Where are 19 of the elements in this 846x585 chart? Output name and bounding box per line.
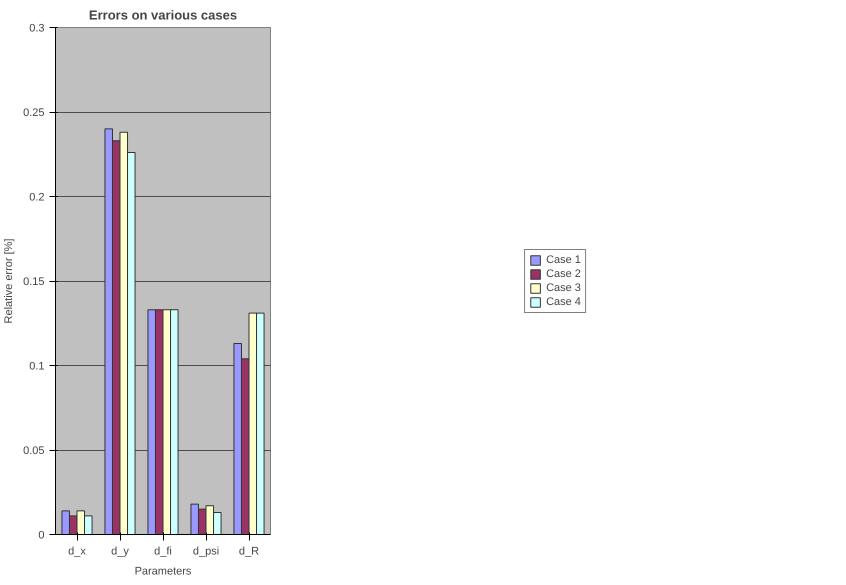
y-tick-label: 0.15 [23, 276, 45, 288]
y-tick-label: 0.2 [29, 192, 45, 204]
x-tick-label: d_y [111, 546, 130, 558]
x-tick-label: d_fi [154, 546, 172, 558]
y-tick-label: 0 [38, 530, 45, 542]
x-tick-label: d_psi [192, 546, 220, 558]
legend-label: Case 1 [546, 254, 581, 266]
x-tick-label: d_R [238, 546, 260, 558]
chart-title: Errors on various cases [88, 8, 238, 22]
x-tick-label: d_x [68, 546, 86, 558]
y-tick-label: 0.3 [29, 22, 45, 34]
y-tick-label: 0.1 [29, 360, 45, 372]
legend-label: Case 3 [546, 282, 581, 294]
legend-label: Case 4 [546, 296, 581, 308]
x-axis-title: Parameters [134, 566, 192, 578]
legend-label: Case 2 [546, 268, 581, 280]
y-tick-label: 0.05 [23, 445, 45, 457]
y-axis-title: Relative error [%] [3, 238, 16, 324]
y-tick-label: 0.25 [23, 107, 45, 119]
